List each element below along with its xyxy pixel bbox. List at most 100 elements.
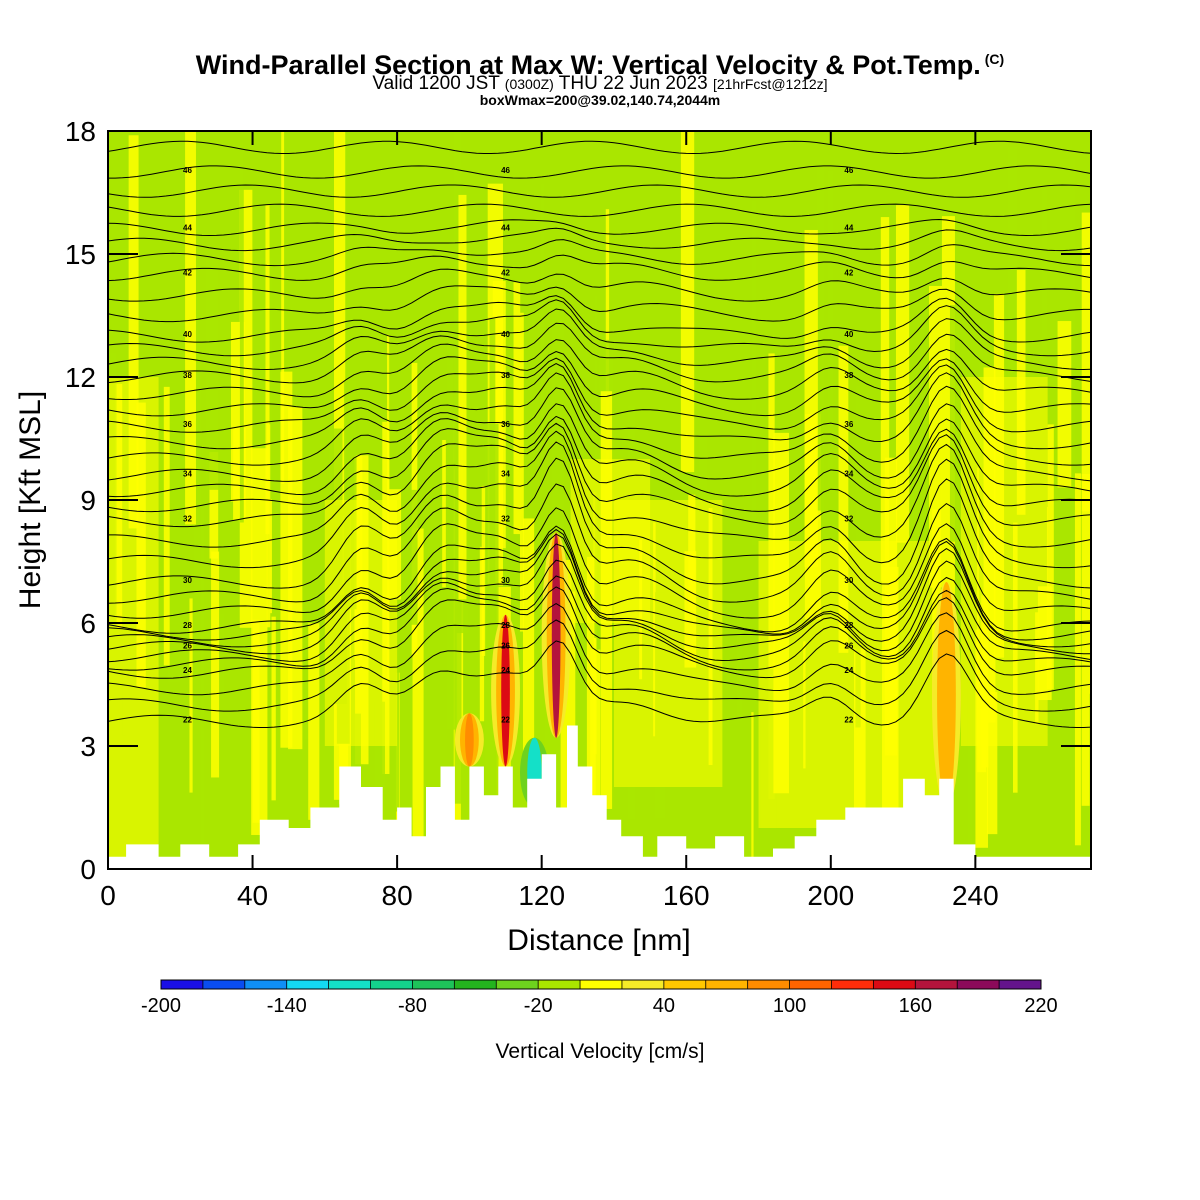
theta-contour-line <box>108 603 1091 696</box>
velocity-streak <box>281 131 285 484</box>
theta-contour-line <box>108 239 1091 267</box>
velocity-streak <box>680 131 695 473</box>
theta-contour-line <box>108 350 1091 417</box>
theta-contour-label: 34 <box>501 469 510 478</box>
colorbar-tick-label: 160 <box>899 995 932 1017</box>
theta-contour-line <box>108 268 1091 302</box>
theta-contour-label: 30 <box>501 576 510 585</box>
theta-contour-line <box>108 507 1091 619</box>
theta-contour-label: 34 <box>844 469 853 478</box>
x-axis-title: Distance [nm] <box>507 924 690 957</box>
theta-contour-line <box>108 422 1091 528</box>
theta-contour-line <box>108 575 1091 671</box>
velocity-streak <box>880 217 890 582</box>
updraft-core <box>942 582 951 808</box>
theta-contour-line <box>108 533 1091 648</box>
colorbar-swatch <box>370 980 413 989</box>
velocity-streak <box>458 194 467 600</box>
theta-contour-line <box>108 218 1091 237</box>
terrain-mask <box>108 725 1091 869</box>
theta-contour-label: 44 <box>183 223 192 232</box>
colorbar-tick-label: 100 <box>773 995 806 1017</box>
theta-contour-label: 42 <box>844 268 853 277</box>
colorbar-tick-label: 40 <box>653 995 675 1017</box>
theta-contour-label: 44 <box>501 223 510 232</box>
subtitle-utc: (0300Z) <box>504 76 554 92</box>
velocity-streak <box>522 518 535 765</box>
theta-contour-line <box>108 483 1091 604</box>
terrain-profile <box>108 725 1091 869</box>
velocity-streak <box>215 613 225 699</box>
theta-contour-label: 26 <box>183 642 192 651</box>
theta-contour-line <box>108 339 1091 400</box>
colorbar-swatch <box>621 980 665 989</box>
theta-contour-label: 22 <box>844 715 853 724</box>
colorbar-swatch <box>202 980 246 989</box>
theta-contour-line <box>108 254 1091 282</box>
potential-temperature-contours: 22 22 22 24 24 24 26 26 26 28 28 28 30 30 30 32 32 32 34 34… <box>108 140 1091 728</box>
colorbar-swatch <box>286 980 330 989</box>
velocity-streak <box>751 200 757 546</box>
theta-contour-label: 28 <box>183 621 192 630</box>
subtitle-forecast: [21hrFcst@1212z] <box>712 76 828 92</box>
theta-contour-label: 38 <box>183 371 192 380</box>
y-tick-label: 18 <box>65 116 96 147</box>
theta-contour-line <box>108 184 1091 198</box>
chart-title: Wind-Parallel Section at Max W: Vertical… <box>0 44 1200 80</box>
velocity-streak <box>401 489 418 625</box>
updraft-core <box>551 532 561 738</box>
velocity-streak <box>194 362 202 692</box>
chart-subtitle: Valid 1200 JST (0300Z) THU 22 Jun 2023 [… <box>0 73 1200 95</box>
updraft-core <box>465 713 474 767</box>
theta-contour-line <box>108 457 1091 589</box>
velocity-streak <box>189 598 193 793</box>
x-tick-label: 0 <box>100 880 116 911</box>
colorbar-swatch <box>957 980 1000 989</box>
theta-contour-line <box>108 387 1091 482</box>
y-tick-label: 9 <box>80 485 96 516</box>
theta-contour-line <box>108 430 1091 548</box>
colorbar-swatch <box>538 980 581 989</box>
velocity-streak <box>288 407 303 750</box>
velocity-streak <box>374 701 385 868</box>
theta-contour-label: 32 <box>183 514 192 523</box>
theta-contour-line <box>108 363 1091 450</box>
theta-contour-label: 46 <box>844 166 853 175</box>
velocity-streak <box>334 131 346 506</box>
theta-contour-label: 24 <box>844 666 853 675</box>
velocity-streak <box>1041 179 1048 507</box>
velocity-streak <box>412 528 424 844</box>
chart-title-text: Wind-Parallel Section at Max W: Vertical… <box>195 50 981 80</box>
colorbar-tick-label: -80 <box>398 995 427 1017</box>
colorbar-swatch <box>580 980 623 989</box>
theta-contour-line <box>108 586 1091 679</box>
theta-contour-label: 28 <box>501 621 510 630</box>
velocity-streak <box>185 131 196 525</box>
velocity-streak <box>1074 473 1081 846</box>
theta-contour-label: 24 <box>501 666 510 675</box>
theta-contour-line <box>108 308 1091 371</box>
velocity-streak <box>442 439 446 588</box>
theta-contour-label: 40 <box>183 330 192 339</box>
colorbar-swatch <box>915 980 958 989</box>
velocity-streak <box>838 345 849 653</box>
theta-contour-line <box>108 528 1091 641</box>
colorbar-swatch <box>663 980 707 989</box>
theta-contour-label: 22 <box>183 715 192 724</box>
colorbar-tick-label: 220 <box>1024 995 1057 1017</box>
theta-contour-line <box>108 525 1091 634</box>
velocity-streak <box>827 170 834 488</box>
velocity-streak <box>751 712 754 862</box>
velocity-streak <box>986 691 998 835</box>
colorbar-swatch <box>496 980 539 989</box>
updraft-core <box>501 614 510 767</box>
velocity-streak <box>1007 146 1018 464</box>
theta-contour-line <box>108 403 1091 498</box>
theta-contour-label: 38 <box>844 371 853 380</box>
velocity-streak <box>1070 512 1073 830</box>
velocity-streak <box>394 619 400 812</box>
theta-contour-line <box>108 415 1091 513</box>
colorbar-swatch <box>328 980 372 989</box>
velocity-streak <box>540 183 545 471</box>
